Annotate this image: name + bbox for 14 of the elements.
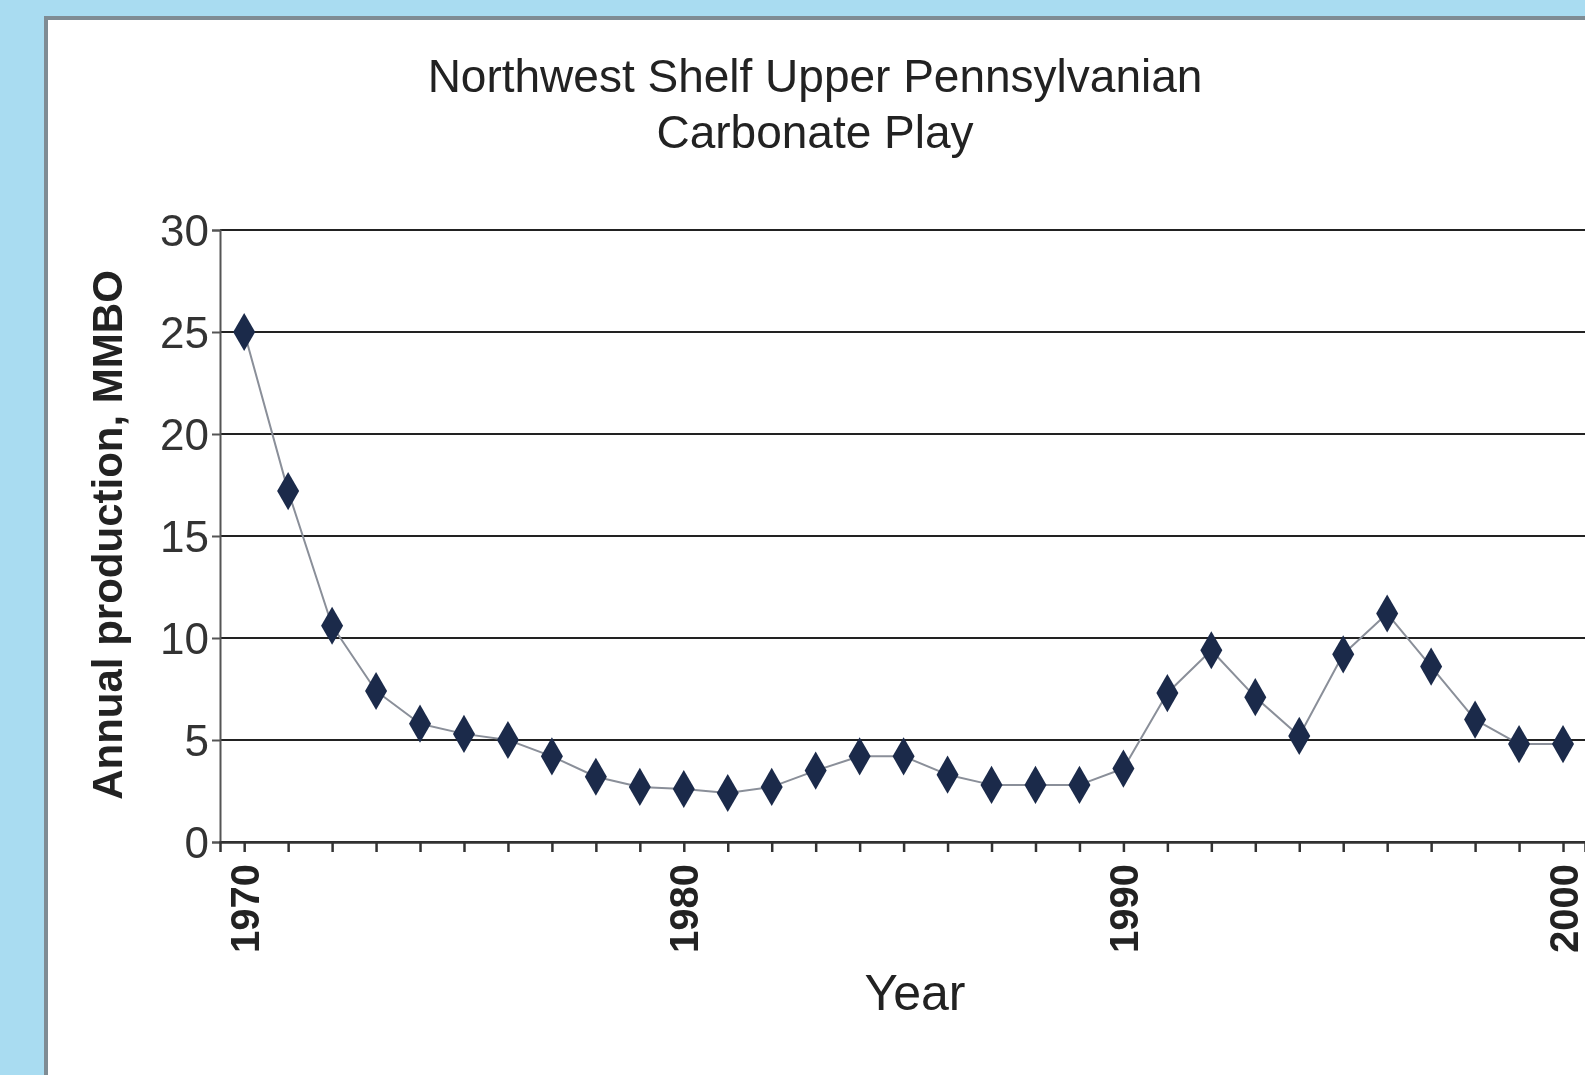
y-tick-label: 5	[184, 715, 209, 765]
x-tick-label: 2000	[1541, 864, 1585, 953]
y-tick-label: 0	[184, 817, 209, 867]
x-tick-label: 1990	[1101, 864, 1146, 953]
chart-title: Northwest Shelf Upper Pennsylvanian Carbonate Play	[427, 50, 1203, 158]
y-tick-label: 15	[160, 511, 209, 561]
y-tick-label: 20	[160, 409, 209, 459]
x-axis-title: Year	[864, 965, 966, 1021]
x-tick-label: 1980	[662, 864, 707, 953]
y-tick-label: 10	[160, 613, 209, 663]
y-tick-label: 30	[160, 205, 209, 255]
x-tick-label: 1970	[222, 864, 267, 953]
y-tick-label: 25	[160, 307, 209, 357]
y-axis-title: Annual production, MMBO	[84, 270, 131, 800]
